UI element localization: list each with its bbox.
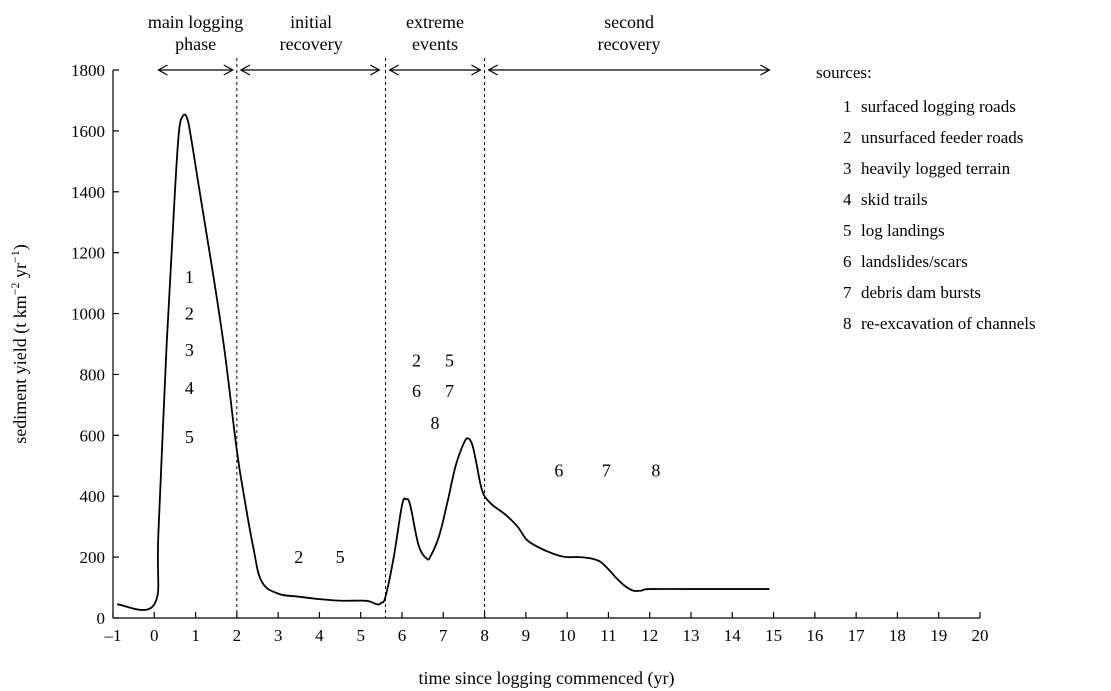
sediment-yield-line: [117, 113, 770, 611]
source-annotation: 5: [336, 547, 345, 567]
legend-item-number: 7: [843, 283, 852, 302]
source-annotation: 2: [294, 547, 303, 567]
x-tick-label: 13: [683, 626, 700, 645]
phase-label-line2: phase: [175, 34, 216, 54]
y-tick-label: 600: [80, 426, 106, 445]
y-axis-label-main: sediment yield (t km: [10, 295, 31, 443]
legend-item-label: skid trails: [861, 190, 928, 209]
y-axis-label-mid: yr: [10, 263, 30, 283]
phase-arrow-head-left: [239, 64, 251, 76]
x-tick-label: 14: [724, 626, 742, 645]
source-annotation: 6: [554, 460, 563, 480]
source-annotation: 4: [185, 378, 194, 398]
x-tick-label: 9: [522, 626, 531, 645]
phase-boundaries: [236, 58, 486, 618]
phase-label-line2: recovery: [598, 34, 661, 54]
x-tick-label: 2: [233, 626, 242, 645]
legend-item-number: 8: [843, 314, 852, 333]
phase-label-line1: extreme: [406, 12, 464, 32]
source-annotation: 2: [185, 304, 194, 324]
x-tick-label: 7: [439, 626, 448, 645]
legend-item-label: landslides/scars: [861, 252, 968, 271]
x-tick-label: 16: [806, 626, 823, 645]
x-tick-label: 5: [356, 626, 365, 645]
legend-items: 1 surfaced logging roads 2 unsurfaced feede…: [843, 97, 1036, 333]
source-annotation: 5: [185, 427, 194, 447]
x-tick-label: 3: [274, 626, 283, 645]
x-tick-label: –1: [104, 626, 122, 645]
phase-arrow-head-right: [223, 64, 234, 76]
x-tick-label: 19: [930, 626, 947, 645]
source-annotation: 8: [651, 460, 660, 480]
y-tick-label: 1000: [71, 305, 105, 324]
legend-item-label: re-excavation of channels: [861, 314, 1036, 333]
phase-label-line1: main logging: [148, 12, 244, 32]
x-tick-label: 17: [848, 626, 866, 645]
x-tick-label: 11: [600, 626, 616, 645]
legend-item-number: 5: [843, 221, 852, 240]
legend-title: sources:: [816, 63, 872, 82]
source-annotation: 5: [445, 351, 454, 371]
y-axis-label: sediment yield (t km−2 yr−1): [8, 244, 31, 444]
x-axis-label: time since logging commenced (yr): [419, 668, 675, 689]
y-tick-label: 1600: [71, 122, 105, 141]
legend-item-number: 3: [843, 159, 852, 178]
x-tick-label: 1: [191, 626, 200, 645]
phase-label-line2: events: [412, 34, 458, 54]
y-axis-label-sup2: −1: [8, 250, 22, 263]
legend-item-label: log landings: [861, 221, 945, 240]
legend-item-label: heavily logged terrain: [861, 159, 1011, 178]
y-tick-label: 800: [80, 365, 106, 384]
legend-item-label: debris dam bursts: [861, 283, 981, 302]
source-annotation: 1: [185, 267, 194, 287]
x-tick-label: 0: [150, 626, 159, 645]
x-tick-label: 4: [315, 626, 324, 645]
phase-label-line1: second: [604, 12, 654, 32]
phase-arrow-head-left: [487, 64, 498, 76]
y-axis-label-sup1: −2: [8, 283, 22, 296]
phase-arrow-head-right: [370, 64, 381, 76]
x-tick-label: 8: [480, 626, 489, 645]
source-annotation: 2: [412, 351, 421, 371]
y-tick-label: 1800: [71, 61, 105, 80]
phase-arrow-head-right: [471, 64, 482, 76]
phase-labels: main loggingphaseinitialrecoveryextremee…: [148, 12, 771, 76]
plot-area: –1 0 1 2 3 4 5 6 7 8 9 10 11 12 13 14 15 16 17 18 19 20 02004…: [71, 12, 989, 645]
y-axis-label-end: ): [10, 244, 31, 250]
source-annotation: 8: [431, 413, 440, 433]
legend-item-number: 2: [843, 128, 852, 147]
y-tick-label: 1200: [71, 244, 105, 263]
legend-item-label: unsurfaced feeder roads: [861, 128, 1023, 147]
source-annotation: 6: [412, 381, 421, 401]
legend-item-number: 4: [843, 190, 852, 209]
phase-arrow-head-left: [157, 64, 168, 76]
y-tick-label: 1400: [71, 183, 105, 202]
y-axis-ticks: 0 200 400 600 800 1000 1200 1400 1600 1800: [71, 61, 119, 628]
legend-item-label: surfaced logging roads: [861, 97, 1016, 116]
x-tick-label: 12: [641, 626, 658, 645]
x-tick-label: 6: [398, 626, 407, 645]
phase-arrow-head-left: [388, 64, 399, 76]
legend-item-number: 1: [843, 97, 852, 116]
phase-label-line1: initial: [290, 12, 332, 32]
x-axis-ticks: –1 0 1 2 3 4 5 6 7 8 9 10 11 12 13 14 15 16 17 18 19 20: [104, 612, 989, 645]
y-tick-label: 0: [97, 609, 106, 628]
y-tick-label: 400: [80, 487, 106, 506]
phase-arrow-head-right: [760, 64, 771, 76]
source-annotation: 3: [185, 340, 194, 360]
x-tick-label: 15: [765, 626, 782, 645]
x-tick-label: 18: [889, 626, 906, 645]
source-annotation: 7: [445, 381, 454, 401]
y-tick-label: 200: [80, 548, 106, 567]
legend-item-number: 6: [843, 252, 852, 271]
x-tick-label: 10: [559, 626, 576, 645]
source-annotation: 7: [602, 460, 611, 480]
phase-label-line2: recovery: [280, 34, 343, 54]
legend: sources: 1 surfaced logging roads 2 unsurfa…: [816, 63, 1036, 333]
x-tick-label: 20: [972, 626, 989, 645]
